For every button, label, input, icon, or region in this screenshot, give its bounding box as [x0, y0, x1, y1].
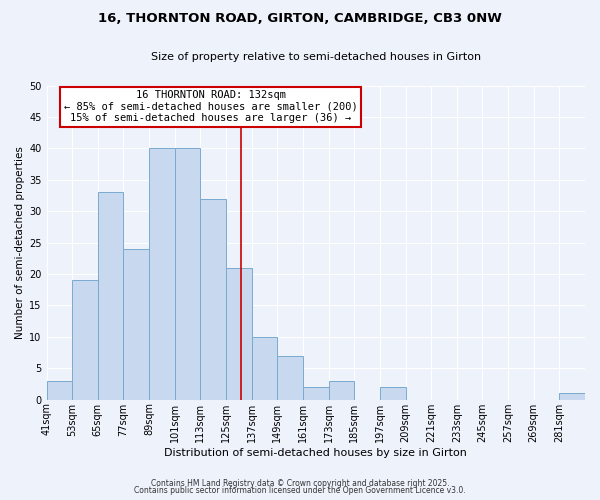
Text: 16 THORNTON ROAD: 132sqm
← 85% of semi-detached houses are smaller (200)
15% of : 16 THORNTON ROAD: 132sqm ← 85% of semi-d… — [64, 90, 358, 124]
Bar — [149, 148, 175, 400]
Bar — [251, 337, 277, 400]
Bar — [559, 394, 585, 400]
Bar — [277, 356, 303, 400]
Bar — [303, 387, 329, 400]
Bar — [124, 249, 149, 400]
X-axis label: Distribution of semi-detached houses by size in Girton: Distribution of semi-detached houses by … — [164, 448, 467, 458]
Bar — [226, 268, 251, 400]
Bar — [72, 280, 98, 400]
Bar — [175, 148, 200, 400]
Bar — [329, 381, 354, 400]
Text: Contains HM Land Registry data © Crown copyright and database right 2025.: Contains HM Land Registry data © Crown c… — [151, 478, 449, 488]
Bar — [47, 381, 72, 400]
Text: 16, THORNTON ROAD, GIRTON, CAMBRIDGE, CB3 0NW: 16, THORNTON ROAD, GIRTON, CAMBRIDGE, CB… — [98, 12, 502, 26]
Y-axis label: Number of semi-detached properties: Number of semi-detached properties — [15, 146, 25, 339]
Bar — [200, 198, 226, 400]
Bar — [380, 387, 406, 400]
Title: Size of property relative to semi-detached houses in Girton: Size of property relative to semi-detach… — [151, 52, 481, 62]
Text: Contains public sector information licensed under the Open Government Licence v3: Contains public sector information licen… — [134, 486, 466, 495]
Bar — [98, 192, 124, 400]
